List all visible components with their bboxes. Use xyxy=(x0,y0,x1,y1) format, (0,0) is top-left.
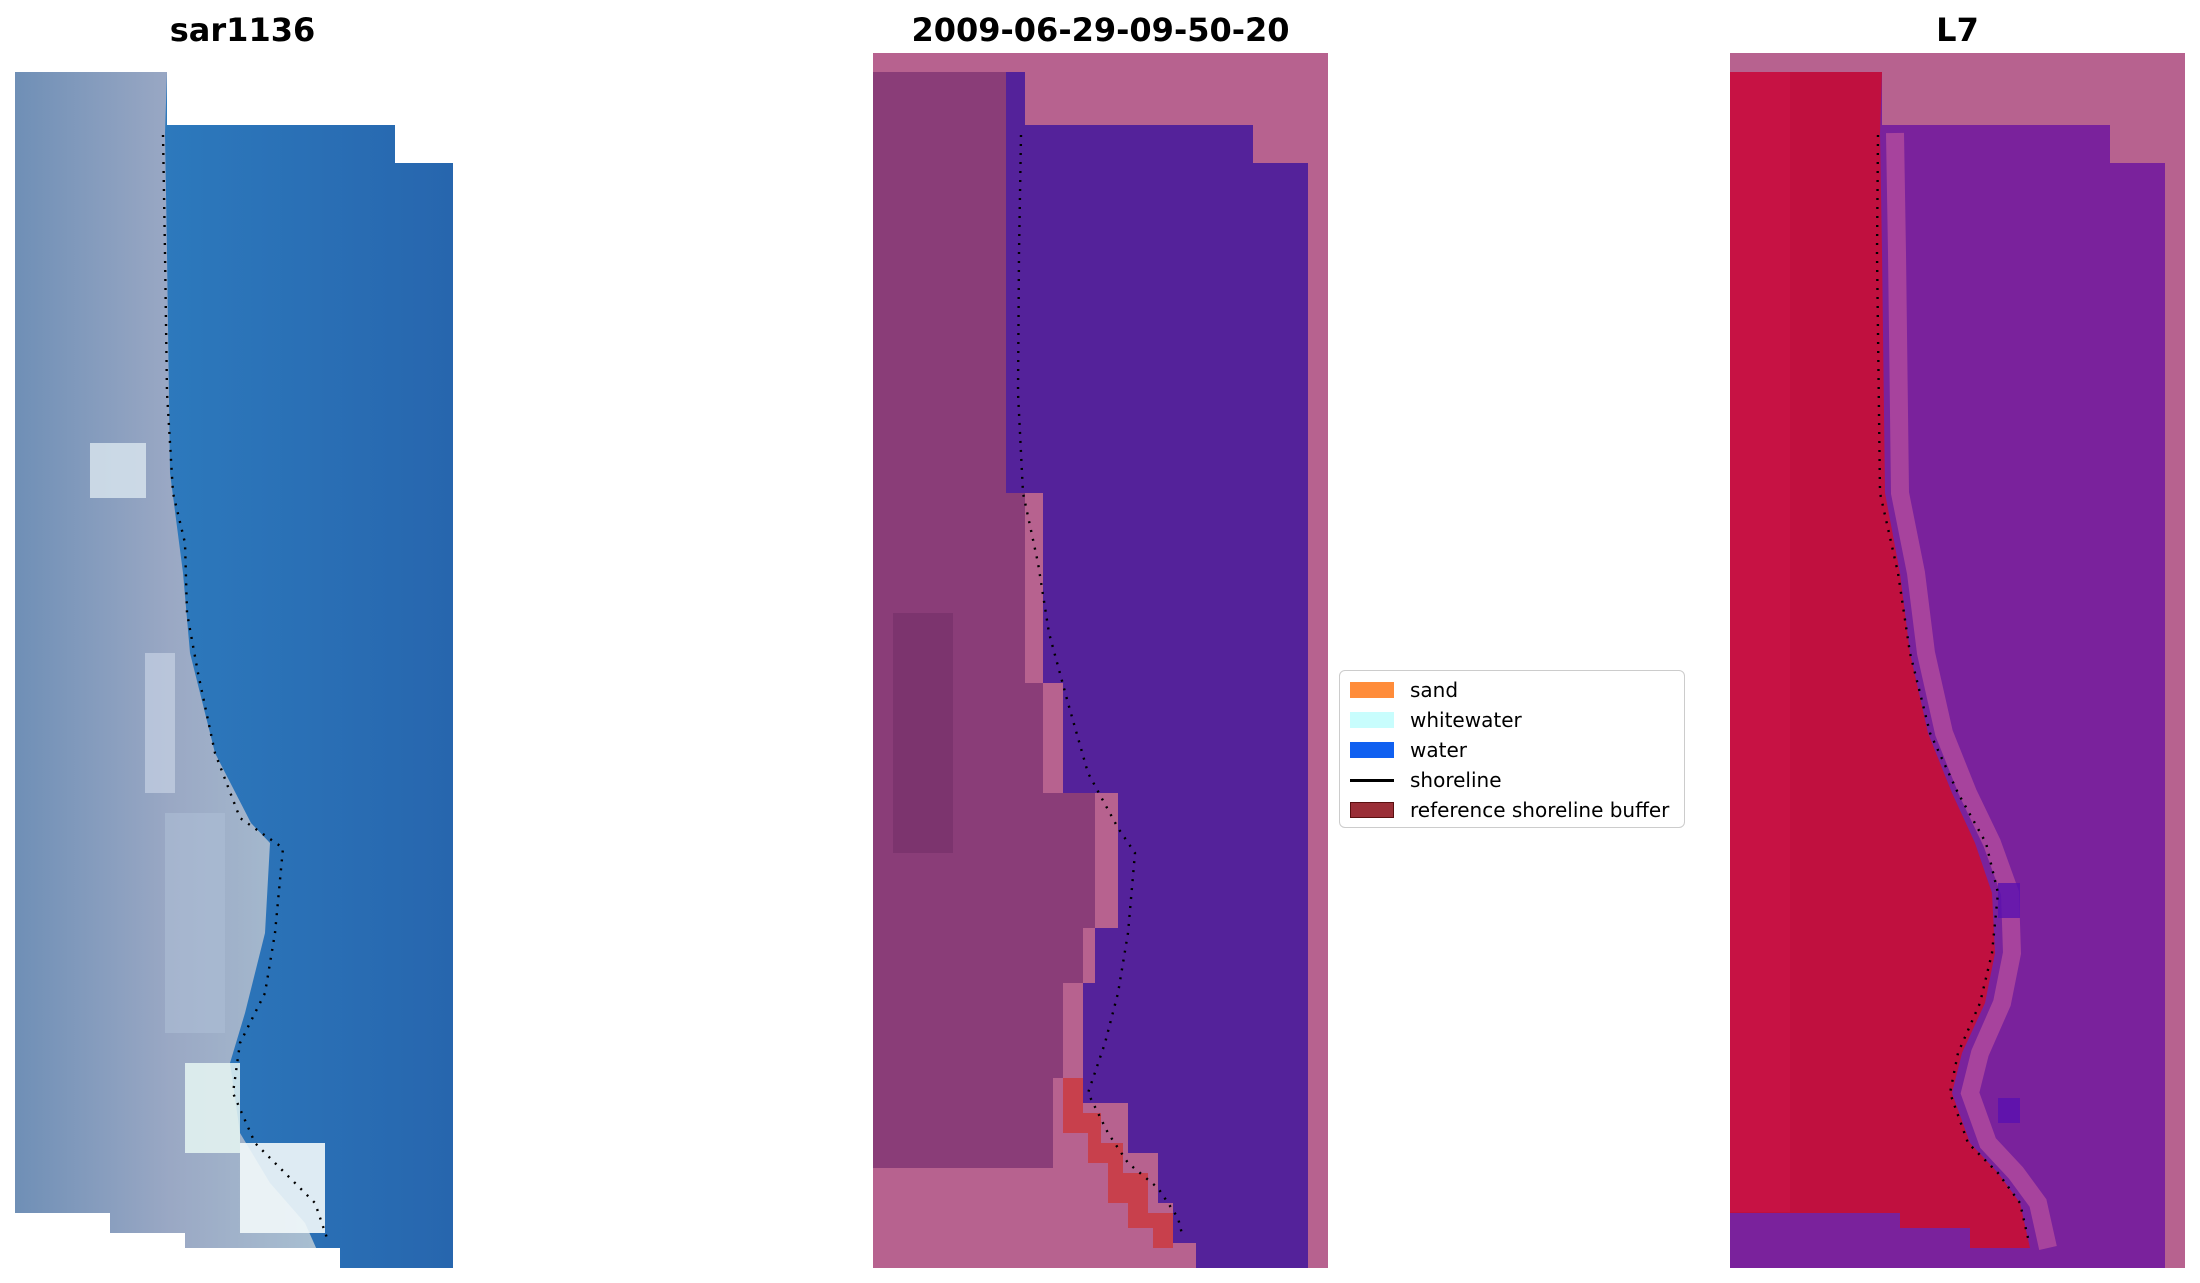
legend-label: water xyxy=(1410,738,1467,762)
index-image xyxy=(1730,53,2185,1268)
shoreline xyxy=(1016,134,1185,1239)
whitewater-patch xyxy=(185,1063,240,1153)
reference-buffer xyxy=(1063,1078,1173,1248)
legend-item-reference-buffer: reference shoreline buffer xyxy=(1350,795,1674,825)
rgb-image-panel xyxy=(15,53,453,1268)
legend-item-whitewater: whitewater xyxy=(1350,705,1674,735)
water-texture xyxy=(1998,883,2020,918)
panel-title-rgb: sar1136 xyxy=(169,11,316,49)
land-texture xyxy=(893,613,953,853)
legend-swatch-water xyxy=(1350,742,1394,758)
index-panel xyxy=(1730,53,2185,1268)
water-area xyxy=(1006,72,1308,1268)
whitewater-patch xyxy=(240,1143,325,1233)
legend-label: whitewater xyxy=(1410,708,1522,732)
legend-label: reference shoreline buffer xyxy=(1410,798,1670,822)
nodata-area xyxy=(15,1213,110,1268)
legend-swatch-shoreline xyxy=(1350,778,1394,782)
land-texture xyxy=(1730,72,1790,1212)
nodata-area xyxy=(185,1248,340,1268)
whitewater-patch xyxy=(145,653,175,793)
legend-item-sand: sand xyxy=(1350,675,1674,705)
legend-swatch-whitewater xyxy=(1350,712,1394,728)
classification-panel xyxy=(873,53,1328,1268)
panel-title-classification: 2009-06-29-09-50-20 xyxy=(911,11,1290,49)
land-area xyxy=(873,72,1095,1168)
legend-item-water: water xyxy=(1350,735,1674,765)
legend-label: shoreline xyxy=(1410,768,1502,792)
land-area xyxy=(1730,72,2030,1248)
legend-label: sand xyxy=(1410,678,1459,702)
whitewater-patch xyxy=(165,813,225,1033)
legend-swatch-reference-buffer xyxy=(1350,802,1394,818)
legend: sand whitewater water shoreline referenc… xyxy=(1339,670,1685,828)
whitewater-patch xyxy=(90,443,146,498)
legend-swatch-sand xyxy=(1350,682,1394,698)
nodata-area xyxy=(110,1233,185,1268)
water-texture xyxy=(1998,1098,2020,1123)
legend-item-shoreline: shoreline xyxy=(1350,765,1674,795)
rgb-image xyxy=(15,72,453,1268)
panel-title-index: L7 xyxy=(1936,11,1979,49)
classification-image xyxy=(873,53,1328,1268)
